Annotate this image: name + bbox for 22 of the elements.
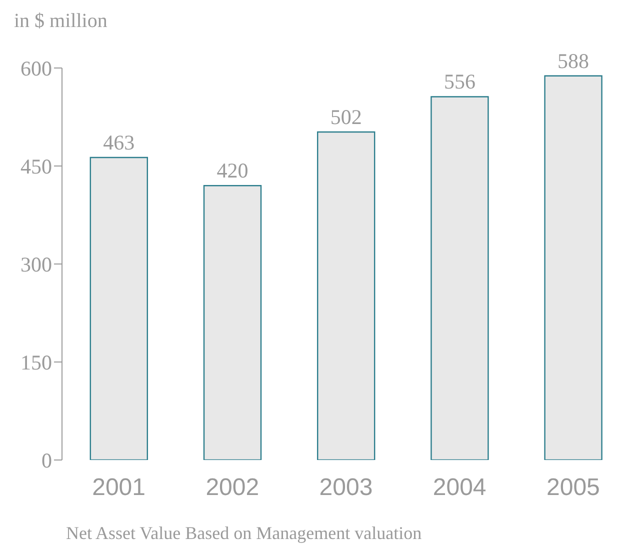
bar — [317, 131, 376, 460]
data-label: 502 — [330, 105, 362, 130]
y-tick-label: 300 — [20, 252, 52, 276]
x-tick-label: 2001 — [92, 474, 146, 502]
bar — [430, 96, 489, 460]
y-tick-label: 450 — [20, 154, 52, 178]
y-tick-label: 600 — [20, 56, 52, 80]
y-tick-label: 0 — [42, 448, 52, 472]
data-label: 463 — [103, 130, 135, 155]
x-tick-label: 2002 — [206, 474, 260, 502]
bar — [544, 75, 602, 460]
bar — [203, 185, 262, 460]
x-tick-label: 2003 — [319, 474, 373, 502]
text: Net Asset Value Based on Management valuation — [66, 523, 422, 544]
data-label: 420 — [216, 158, 248, 183]
y-tick-label: 150 — [20, 350, 52, 374]
y-axis-title: in $ million — [14, 10, 108, 33]
data-label: 588 — [558, 48, 590, 73]
data-label: 556 — [444, 70, 476, 94]
bar — [90, 156, 148, 460]
x-tick-label: 2004 — [432, 474, 486, 502]
x-tick-label: 2005 — [546, 474, 600, 502]
